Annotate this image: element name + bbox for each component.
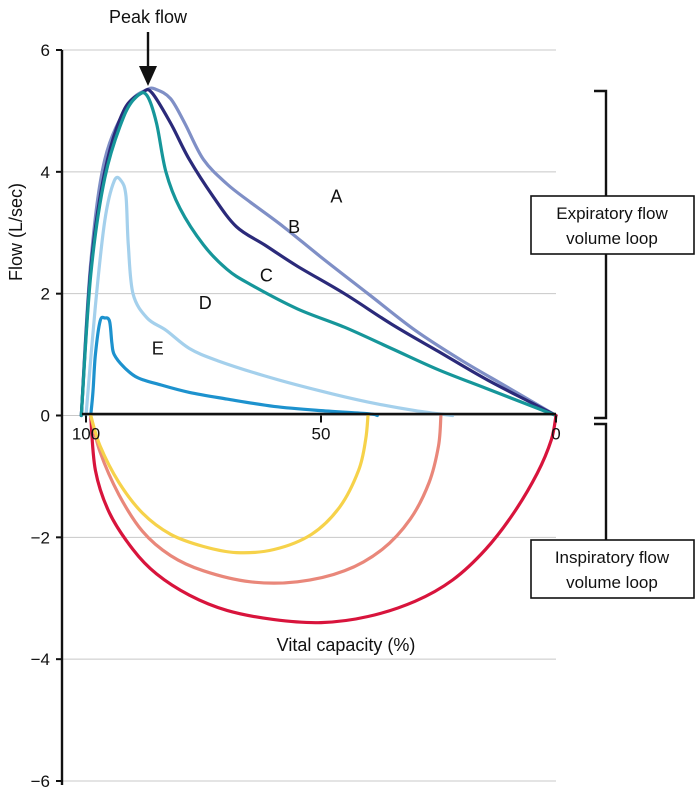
curve-a (79, 86, 558, 418)
inspiratory-box-line2: volume loop (566, 573, 658, 592)
x-tick-label: 50 (312, 425, 331, 444)
curve-inspiratory-yellow (89, 413, 370, 555)
y-tick-label: −6 (31, 772, 50, 789)
peak-flow-arrow-icon (139, 32, 157, 86)
expiratory-box (530, 195, 695, 255)
axes (60, 50, 556, 785)
inspiratory-box (530, 539, 695, 599)
y-tick-label: −2 (31, 528, 50, 547)
x-axis-label: Vital capacity (%) (277, 635, 416, 655)
y-tick-label: 2 (41, 285, 50, 304)
gridlines (62, 49, 556, 782)
tick-labels: 6 4 2 0 −2 −4 −6 100 50 0 (31, 41, 561, 789)
curve-inspiratory-red (89, 413, 558, 625)
inspiratory-box-line1: Inspiratory flow (555, 548, 670, 567)
series-label-c: C (260, 265, 273, 285)
y-tick-label: 4 (41, 163, 50, 182)
x-tick-label: 0 (551, 425, 560, 444)
curve-e (89, 315, 379, 418)
curve-d (84, 175, 455, 418)
expiratory-box-line1: Expiratory flow (556, 204, 668, 223)
curve-inspiratory-salmon (89, 413, 443, 585)
curve-c (79, 91, 558, 418)
curves: A B C D E (79, 86, 558, 625)
series-label-e: E (152, 339, 164, 359)
series-label-b: B (288, 217, 300, 237)
y-tick-label: 0 (41, 407, 50, 426)
y-tick-label: −4 (31, 650, 50, 669)
x-tick-label: 100 (72, 425, 100, 444)
peak-flow-label: Peak flow (109, 7, 188, 27)
y-axis-label: Flow (L/sec) (6, 183, 26, 281)
series-label-a: A (330, 186, 342, 206)
y-tick-label: 6 (41, 41, 50, 60)
curve-b (79, 88, 558, 418)
expiratory-box-line2: volume loop (566, 229, 658, 248)
series-label-d: D (199, 293, 212, 313)
